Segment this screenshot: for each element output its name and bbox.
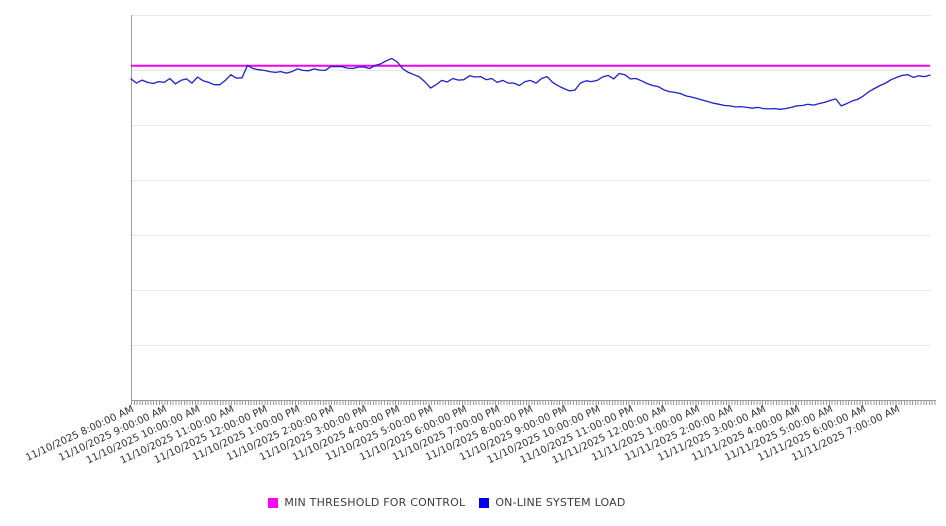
x-axis-tick-label: 11/10/2025 4:00:00 PM	[291, 404, 402, 464]
legend-swatch-threshold	[268, 497, 279, 508]
gridline	[131, 125, 931, 126]
x-axis-tick-label: 11/11/2025 1:00:00 AM	[590, 404, 702, 464]
x-axis-minor-ticks	[131, 401, 936, 405]
x-axis-tick-label: 11/10/2025 5:00:00 PM	[324, 404, 436, 464]
x-axis-tick-label: 11/11/2025 3:00:00 AM	[656, 404, 769, 464]
legend-item-threshold: MIN THRESHOLD FOR CONTROL	[268, 496, 465, 509]
x-axis-tick-label: 11/10/2025 1:00:00 PM	[191, 404, 303, 464]
x-axis-tick-label: 11/11/2025 5:00:00 AM	[723, 404, 835, 464]
legend-swatch-load	[479, 497, 490, 508]
series-plot	[130, 57, 931, 110]
x-axis-tick-label: 11/10/2025 9:00:00 PM	[457, 404, 569, 464]
legend: MIN THRESHOLD FOR CONTROL ON-LINE SYSTEM…	[0, 496, 946, 509]
x-axis-tick-label: 11/10/2025 6:00:00 PM	[357, 404, 469, 464]
x-axis-tick-label: 11/11/2025 4:00:00 AM	[689, 404, 802, 464]
x-axis-tick-label: 11/10/2025 11:00:00 AM	[118, 404, 236, 467]
gridline	[131, 15, 931, 16]
x-axis-tick-label: 11/10/2025 9:00:00 AM	[57, 404, 169, 464]
legend-label-threshold: MIN THRESHOLD FOR CONTROL	[284, 496, 466, 509]
x-axis-tick-label: 11/10/2025 8:00:00 PM	[424, 404, 536, 464]
x-axis-tick-label: 11/11/2025 7:00:00 AM	[789, 404, 902, 464]
x-axis-line	[131, 400, 936, 401]
gridline	[131, 235, 931, 236]
x-axis-tick-label: 11/10/2025 10:00:00 AM	[84, 404, 203, 467]
y-axis-line	[131, 15, 132, 401]
gridline	[131, 345, 931, 346]
x-axis-tick-label: 11/10/2025 10:00:00 PM	[485, 404, 602, 467]
gridline	[131, 180, 931, 181]
legend-label-load: ON-LINE SYSTEM LOAD	[495, 496, 626, 509]
x-axis-tick-label: 11/10/2025 12:00:00 PM	[152, 404, 269, 467]
x-axis-tick-label: 11/10/2025 11:00:00 PM	[518, 404, 636, 467]
legend-item-load: ON-LINE SYSTEM LOAD	[479, 496, 625, 509]
load-series-line	[130, 57, 931, 110]
gridline	[131, 290, 931, 291]
gridline	[131, 70, 931, 71]
x-axis-tick-label: 11/11/2025 12:00:00 AM	[550, 404, 669, 467]
x-axis-tick-label: 11/10/2025 8:00:00 AM	[24, 404, 136, 464]
x-axis-tick-label: 11/11/2025 2:00:00 AM	[623, 404, 735, 464]
x-axis-tick-label: 11/10/2025 3:00:00 PM	[257, 404, 369, 464]
x-axis-tick-label: 11/11/2025 6:00:00 AM	[756, 404, 869, 464]
x-axis-tick-label: 11/10/2025 2:00:00 PM	[224, 404, 336, 464]
x-axis-tick-label: 11/10/2025 7:00:00 PM	[390, 404, 502, 464]
plot-area	[131, 15, 931, 400]
